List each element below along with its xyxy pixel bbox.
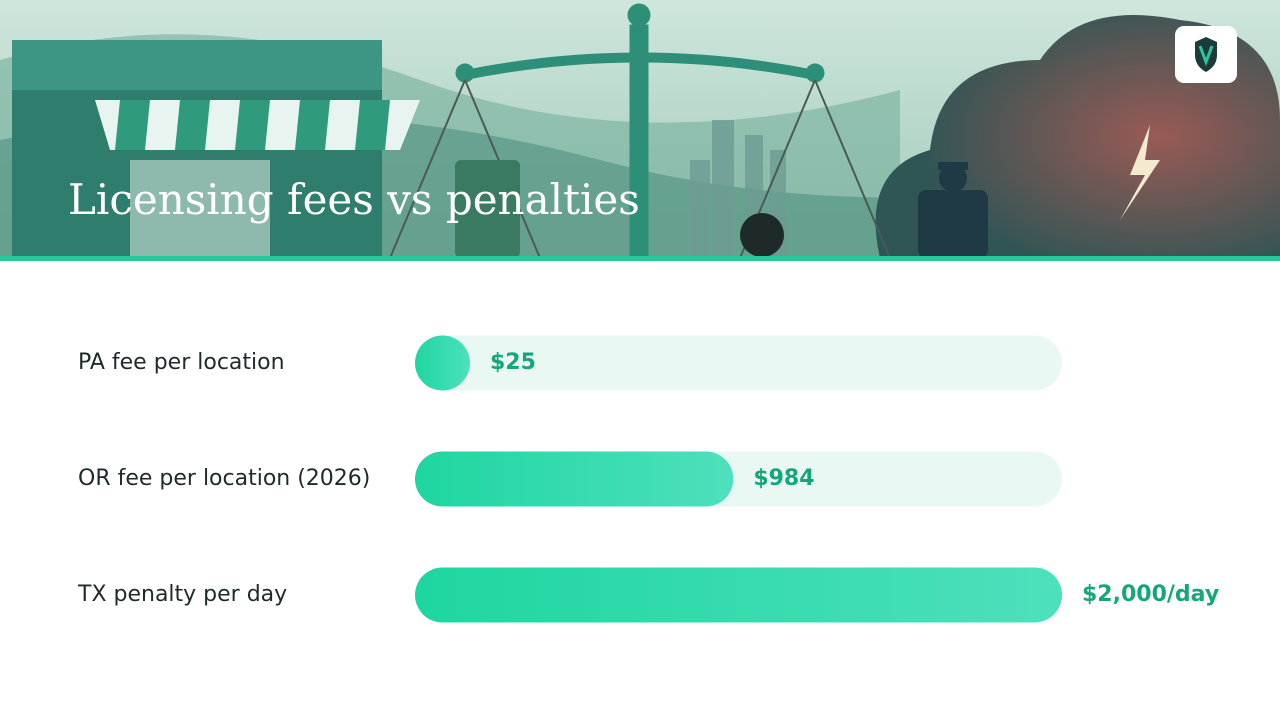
bar-track	[415, 335, 1062, 391]
bar	[415, 451, 734, 507]
bar	[415, 567, 1062, 623]
bar	[415, 335, 470, 391]
value-label: $2,000/day	[1082, 582, 1219, 607]
category-label: PA fee per location	[78, 350, 285, 375]
banner	[0, 0, 1280, 261]
logo-badge	[1175, 26, 1237, 83]
value-label: $25	[490, 350, 536, 375]
officer	[918, 162, 988, 258]
scales	[389, 3, 891, 259]
value-label: $984	[753, 466, 814, 491]
slide-title: Licensing fees vs penalties	[68, 175, 640, 224]
category-label: TX penalty per day	[77, 582, 287, 607]
storefront	[12, 40, 420, 258]
category-label: OR fee per location (2026)	[78, 466, 370, 491]
